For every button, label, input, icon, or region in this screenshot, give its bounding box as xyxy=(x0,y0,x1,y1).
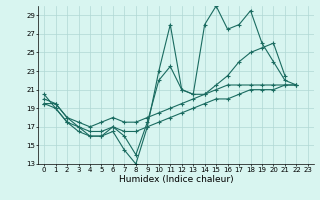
X-axis label: Humidex (Indice chaleur): Humidex (Indice chaleur) xyxy=(119,175,233,184)
